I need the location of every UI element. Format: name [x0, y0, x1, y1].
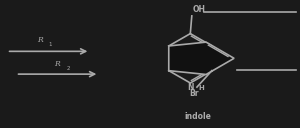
Text: 1: 1 — [49, 42, 52, 47]
Polygon shape — [169, 42, 234, 74]
Text: indole: indole — [184, 112, 211, 121]
Text: Br: Br — [189, 89, 199, 98]
Text: OH: OH — [193, 5, 206, 14]
Text: R: R — [37, 36, 42, 44]
Text: H: H — [198, 85, 204, 91]
Text: N: N — [187, 83, 194, 92]
Text: 2: 2 — [66, 66, 70, 71]
Text: R: R — [55, 60, 60, 68]
